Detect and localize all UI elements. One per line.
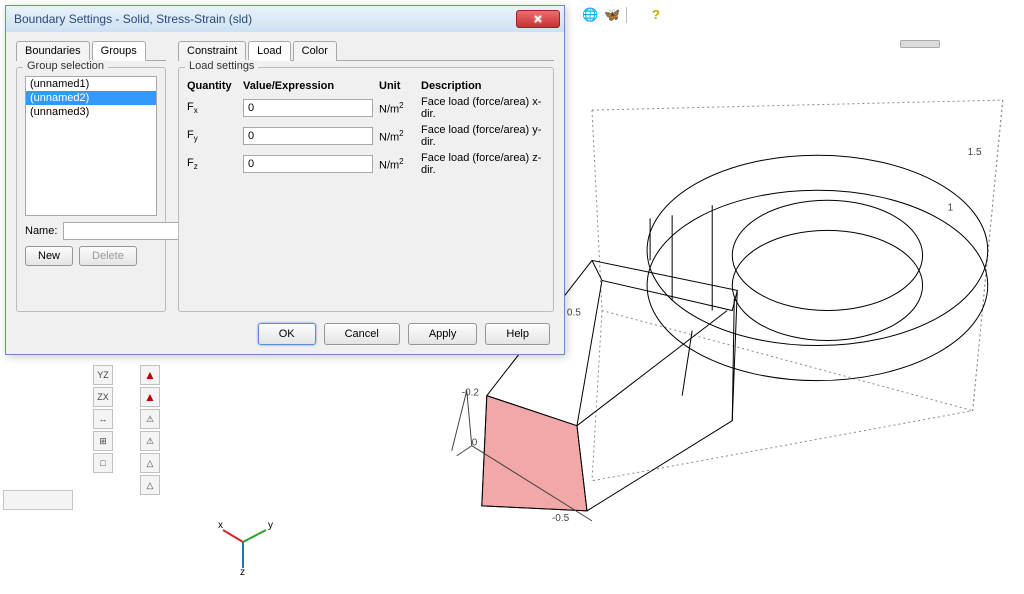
list-item[interactable]: (unnamed3) xyxy=(26,105,156,119)
unit-fx: N/m2 xyxy=(379,101,415,116)
svg-text:x: x xyxy=(218,520,223,531)
desc-fx: Face load (force/area) x-dir. xyxy=(421,96,545,120)
app-toolbar: 🌐 🦋 ? xyxy=(550,5,1024,25)
name-label: Name: xyxy=(25,225,57,237)
cancel-button[interactable]: Cancel xyxy=(324,323,400,345)
bottom-left-panel xyxy=(3,490,73,510)
tab-color[interactable]: Color xyxy=(293,41,337,61)
world-icon[interactable]: 🌐 xyxy=(582,7,598,23)
qty-fx: Fx xyxy=(187,101,237,115)
svg-text:y: y xyxy=(268,520,273,531)
list-item[interactable]: (unnamed1) xyxy=(26,77,156,91)
fy-input[interactable] xyxy=(243,127,373,145)
right-tabs: Constraint Load Color xyxy=(178,40,554,61)
tab-load[interactable]: Load xyxy=(248,41,290,61)
new-button[interactable]: New xyxy=(25,246,73,266)
load-settings-label: Load settings xyxy=(185,60,258,72)
axis-tick-label: 1 xyxy=(948,202,954,213)
mesh-toolbar: ▲ ▲ ⚠ ⚠ △ △ xyxy=(140,365,160,495)
horizontal-scrollbar-thumb[interactable] xyxy=(900,40,940,48)
list-item[interactable]: (unnamed2) xyxy=(26,91,156,105)
fx-input[interactable] xyxy=(243,99,373,117)
axis-tick-label: 1.5 xyxy=(968,147,982,158)
axis-tick-label: 0.5 xyxy=(567,307,581,318)
axis-gizmo: x y z xyxy=(218,520,278,575)
close-button[interactable]: ✕ xyxy=(516,10,560,28)
left-tabs: Boundaries Groups xyxy=(16,40,166,61)
yz-view-button[interactable]: YZ xyxy=(93,365,113,385)
col-quantity: Quantity xyxy=(187,80,237,92)
ok-button[interactable]: OK xyxy=(258,323,316,345)
box-button[interactable]: □ xyxy=(93,453,113,473)
help-icon[interactable]: ? xyxy=(648,7,664,23)
axis-tick-label: -0.5 xyxy=(552,513,570,524)
link-icon[interactable]: 🦋 xyxy=(604,7,620,23)
tab-boundaries[interactable]: Boundaries xyxy=(16,41,90,61)
tab-constraint[interactable]: Constraint xyxy=(178,41,246,61)
col-value: Value/Expression xyxy=(243,80,373,92)
boundary-settings-dialog: Boundary Settings - Solid, Stress-Strain… xyxy=(5,5,565,355)
dialog-footer: OK Cancel Apply Help xyxy=(6,314,564,354)
group-selection-label: Group selection xyxy=(23,60,108,72)
load-settings-table: Quantity Value/Expression Unit Descripti… xyxy=(187,80,545,176)
col-unit: Unit xyxy=(379,80,415,92)
qty-fz: Fz xyxy=(187,157,237,171)
unit-fy: N/m2 xyxy=(379,129,415,144)
mesh-refine-button[interactable]: ▲ xyxy=(140,365,160,385)
grid-button[interactable]: ⊞ xyxy=(93,431,113,451)
desc-fz: Face load (force/area) z-dir. xyxy=(421,152,545,176)
qty-fy: Fy xyxy=(187,129,237,143)
tri2-button[interactable]: △ xyxy=(140,475,160,495)
fz-input[interactable] xyxy=(243,155,373,173)
dialog-titlebar[interactable]: Boundary Settings - Solid, Stress-Strain… xyxy=(6,6,564,32)
toolbar-sep xyxy=(626,7,642,23)
unit-fz: N/m2 xyxy=(379,157,415,172)
svg-text:z: z xyxy=(240,567,245,578)
group-listbox[interactable]: (unnamed1) (unnamed2) (unnamed3) xyxy=(25,76,157,216)
close-icon: ✕ xyxy=(533,13,542,26)
tri1-button[interactable]: △ xyxy=(140,453,160,473)
warn1-button[interactable]: ⚠ xyxy=(140,409,160,429)
pan-button[interactable]: ↔ xyxy=(93,409,113,429)
delete-button[interactable]: Delete xyxy=(79,246,137,266)
help-button[interactable]: Help xyxy=(485,323,550,345)
mesh-refine2-button[interactable]: ▲ xyxy=(140,387,160,407)
warn2-button[interactable]: ⚠ xyxy=(140,431,160,451)
view-toolbar: YZ ZX ↔ ⊞ □ xyxy=(93,365,137,473)
selected-face[interactable] xyxy=(482,396,587,511)
dialog-title: Boundary Settings - Solid, Stress-Strain… xyxy=(14,12,516,26)
zx-view-button[interactable]: ZX xyxy=(93,387,113,407)
col-desc: Description xyxy=(421,80,545,92)
tab-groups[interactable]: Groups xyxy=(92,41,146,61)
desc-fy: Face load (force/area) y-dir. xyxy=(421,124,545,148)
apply-button[interactable]: Apply xyxy=(408,323,478,345)
axis-tick-label: -0.2 xyxy=(462,388,480,399)
